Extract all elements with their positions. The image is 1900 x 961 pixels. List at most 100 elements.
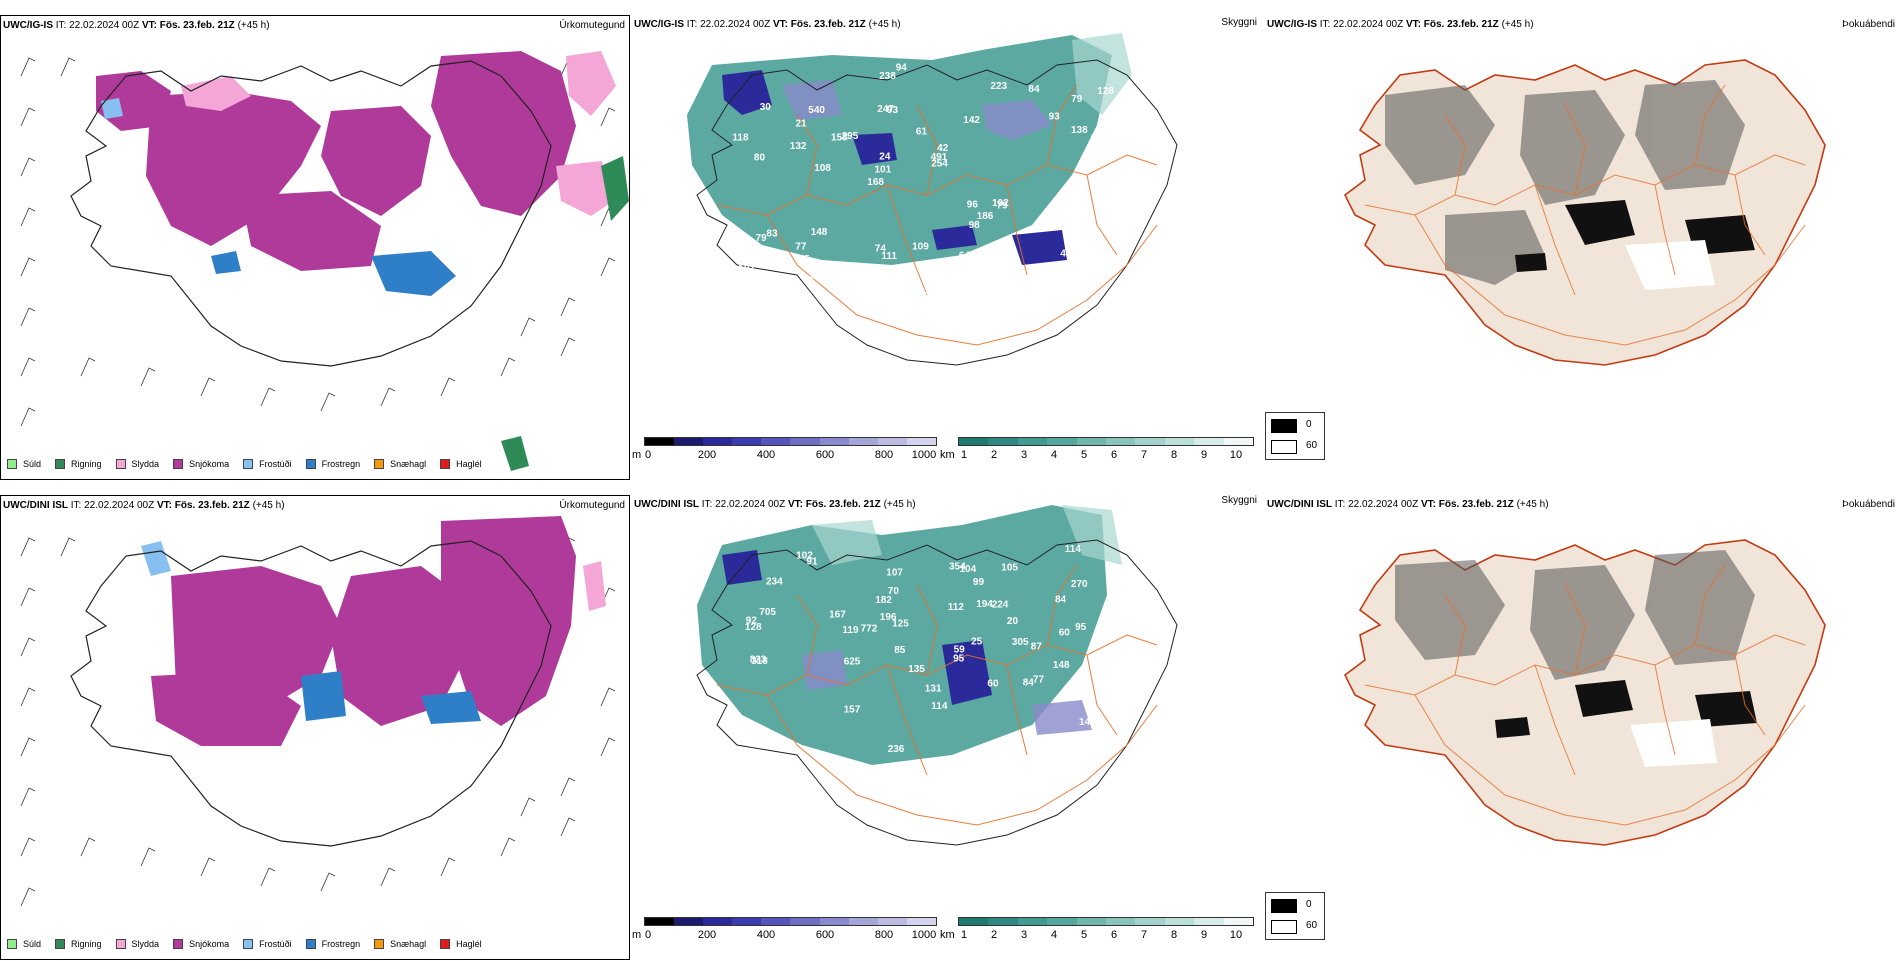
visibility-value-label: 108 [814, 163, 831, 174]
visibility-scale-2: km 1 2 3 4 5 6 7 8 9 10 [940, 917, 1260, 945]
visibility-panel-2: UWC/DINI ISL IT: 22.02.2024 00Z VT: Fös.… [632, 495, 1262, 960]
visibility-value-label: 73 [759, 738, 771, 749]
visibility-value-label: 93 [887, 105, 899, 116]
fog-legend-2: 0 60 [1265, 892, 1325, 940]
scale-tick: 9 [1200, 449, 1208, 461]
scale-tick: 800 [874, 449, 894, 461]
cloud-base-scale-1: m 0 200 400 600 800 1000 [632, 437, 937, 465]
scale-tick: 9 [1200, 929, 1208, 941]
visibility-value-label: 61 [916, 127, 928, 138]
visibility-value-label: 223 [990, 81, 1007, 92]
visibility-value-label: 132 [790, 141, 807, 152]
panel-header: UWC/IG-IS IT: 22.02.2024 00Z VT: Fös. 23… [3, 20, 270, 31]
visibility-value-label: 83 [766, 228, 778, 239]
visibility-value-label: 61 [1012, 744, 1024, 755]
visibility-value-label: 540 [808, 105, 825, 116]
visibility-value-label: 232 [739, 285, 756, 296]
visibility-map: 302 80 79 168 142 99 247 61 83 295 107 65 93 42 79 30 23… [687, 33, 1178, 366]
cloud-base-scale-2: m 0 200 400 600 800 1000 [632, 917, 937, 945]
visibility-value-label: 74 [875, 243, 887, 254]
visibility-scale-1: km 1 2 3 4 5 6 7 8 9 10 [940, 437, 1260, 465]
visibility-value-label: 64 [959, 251, 971, 262]
visibility-value-label: 157 [844, 704, 861, 715]
fog-swatch [1271, 419, 1297, 433]
visibility-value-label: 148 [811, 227, 828, 238]
fog-legend-label: 60 [1306, 440, 1318, 451]
visibility-value-label: 94 [896, 63, 908, 74]
fog-index-panel-1: UWC/IG-IS IT: 22.02.2024 00Z VT: Fös. 23… [1265, 15, 1895, 480]
visibility-value-label: 625 [844, 656, 861, 667]
visibility-value-label: 59 [954, 645, 966, 656]
visibility-value-label: 93 [1049, 111, 1061, 122]
precip-type-legend: Súld Rigning Slydda Snjókoma Frostúði Fr… [7, 459, 496, 469]
visibility-value-label: 107 [738, 264, 755, 275]
scale-tick: 7 [1140, 929, 1148, 941]
visibility-value-label: 89 [1091, 133, 1103, 144]
visibility-value-label: 435 [1060, 248, 1077, 259]
visibility-value-label: 167 [829, 610, 846, 621]
visibility-value-label: 20 [1007, 616, 1019, 627]
visibility-value-label: 84 [1055, 594, 1067, 605]
precip-map [20, 51, 629, 471]
visibility-value-label: 125 [892, 619, 909, 630]
visibility-value-label: 98 [969, 220, 981, 231]
fog-index-map [1344, 59, 1826, 366]
visibility-value-label: 135 [908, 664, 925, 675]
legend-item: Súld [7, 459, 41, 469]
scale-tick: 0 [644, 929, 652, 941]
scale-tick: 6 [1110, 449, 1118, 461]
panel-title: Skyggni [1221, 495, 1257, 506]
visibility-value-label: 56 [809, 271, 821, 282]
visibility-value-label: 84 [1028, 84, 1040, 95]
fog-swatch [1271, 920, 1297, 934]
visibility-value-label: 30 [760, 102, 772, 113]
visibility-value-label: 92 [746, 616, 758, 627]
visibility-value-label: 254 [931, 158, 948, 169]
visibility-value-label: 270 [1071, 579, 1088, 590]
legend-item: Snæhagl [374, 939, 426, 949]
visibility-value-label: 247 [877, 104, 894, 115]
scale-tick: 200 [697, 449, 717, 461]
scale-tick: 0 [644, 449, 652, 461]
cloud-base-colorbar [644, 917, 937, 926]
legend-item: Snæhagl [374, 459, 426, 469]
visibility-value-label: 138 [1071, 125, 1088, 136]
scale-tick: 5 [1080, 929, 1088, 941]
visibility-unit: km [940, 449, 955, 461]
scale-tick: 200 [697, 929, 717, 941]
scale-tick: 600 [815, 929, 835, 941]
visibility-value-label: 105 [1001, 562, 1018, 573]
precip-type-panel-1: UWC/IG-IS IT: 22.02.2024 00Z VT: Fös. 23… [0, 15, 630, 480]
scale-tick: 4 [1050, 449, 1058, 461]
panel-header: UWC/IG-IS IT: 22.02.2024 00Z VT: Fös. 23… [634, 19, 901, 30]
fog-index-panel-2: UWC/DINI ISL IT: 22.02.2024 00Z VT: Fös.… [1265, 495, 1895, 960]
precip-type-legend: Súld Rigning Slydda Snjókoma Frostúði Fr… [7, 939, 496, 949]
scale-tick: 400 [756, 449, 776, 461]
legend-item: Súld [7, 939, 41, 949]
visibility-value-label: 80 [754, 153, 766, 164]
scale-tick: 600 [815, 449, 835, 461]
visibility-value-label: 149 [1079, 717, 1096, 728]
visibility-value-label: 107 [886, 568, 903, 579]
visibility-value-label: 96 [967, 199, 979, 210]
visibility-value-label: 119 [842, 625, 859, 636]
visibility-value-label: 236 [888, 744, 905, 755]
visibility-value-label: 114 [931, 701, 948, 712]
visibility-labels: 302 80 79 168 142 99 247 61 83 295 107 65 93 42 79 30 23… [732, 63, 1123, 301]
visibility-value-label: 182 [875, 595, 892, 606]
visibility-value-label: 87 [1031, 642, 1043, 653]
visibility-value-label: 84 [1023, 677, 1035, 688]
visibility-value-label: 114 [1065, 544, 1082, 555]
visibility-value-label: 95 [953, 654, 965, 665]
visibility-value-label: 112 [948, 602, 965, 613]
visibility-value-label: 118 [732, 132, 749, 143]
visibility-value-label: 194 [976, 599, 993, 610]
visibility-value-label: 60 [987, 679, 999, 690]
panel-header: UWC/DINI ISL IT: 22.02.2024 00Z VT: Fös.… [1267, 499, 1549, 510]
scale-tick: 1000 [911, 929, 937, 941]
visibility-value-label: 318 [751, 656, 768, 667]
fog-swatch [1271, 440, 1297, 454]
visibility-value-label: 102 [796, 551, 813, 562]
visibility-value-label: 101 [875, 165, 892, 176]
fog-legend-label: 60 [1306, 920, 1318, 931]
